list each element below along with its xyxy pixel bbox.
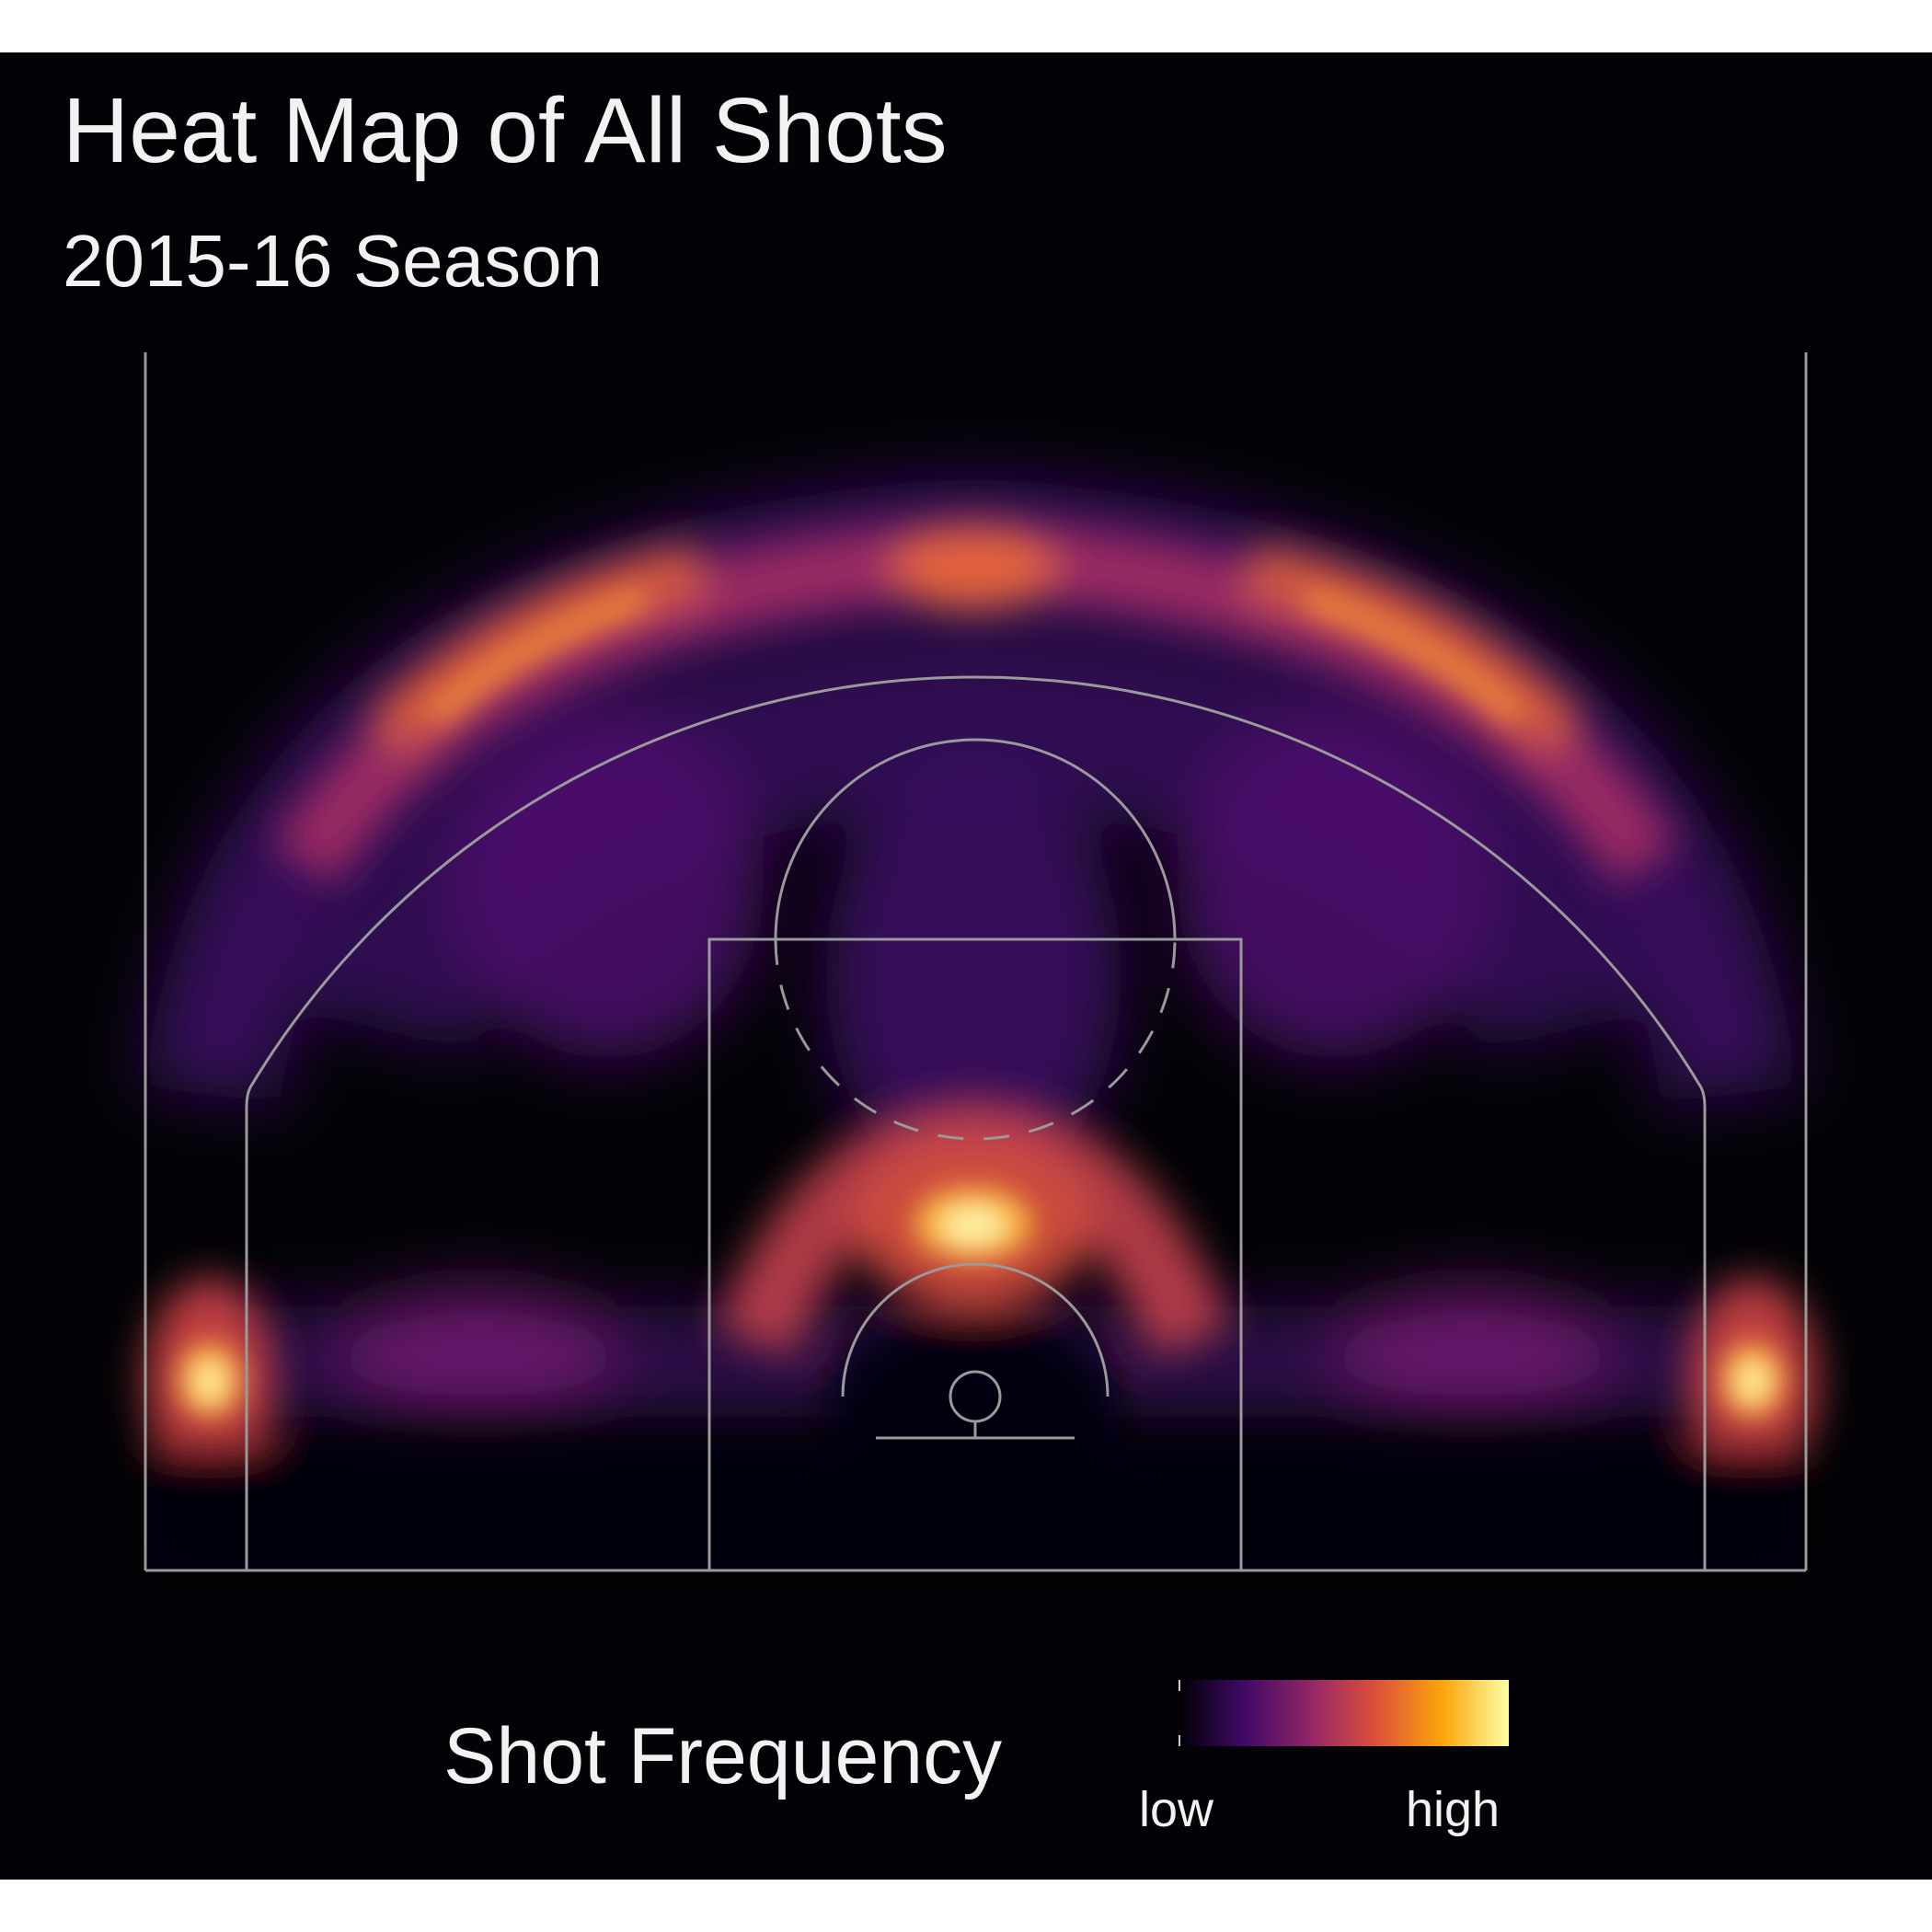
three-point-arc: [245, 675, 1707, 1108]
heat-rim-center: [942, 1207, 1005, 1244]
heat-corner-right-center: [1738, 1363, 1767, 1400]
restricted-area-arc: [841, 1262, 1110, 1397]
heat-paint-column: [826, 754, 1121, 1196]
chart-subtitle: 2015-16 Season: [63, 220, 604, 302]
chart-title: Heat Map of All Shots: [63, 79, 948, 182]
legend-high-label: high: [1406, 1782, 1501, 1837]
rim: [949, 1370, 1002, 1423]
free-throw-circle-top: [774, 738, 1177, 940]
heat-right-baseline-blob: [1334, 1288, 1610, 1417]
court-lines: [144, 352, 1808, 1572]
heat-top-key-hot: [891, 527, 1056, 610]
heat-behind-baseline-void: [147, 1444, 1803, 1573]
heat-hot-layer: [178, 586, 1784, 1417]
heat-left-wing-core: [424, 586, 649, 727]
free-throw-circle-bottom: [774, 938, 1177, 1141]
heat-right-wing-core: [1302, 586, 1526, 727]
heat-left-mid-blob: [451, 708, 764, 1058]
heat-right-mid-blob: [1178, 708, 1490, 1058]
legend-colorbar: [1179, 1680, 1509, 1746]
heat-corner-left-center: [195, 1363, 224, 1400]
paint-lane: [707, 937, 1243, 1572]
legend-title: Shot Frequency: [443, 1712, 1003, 1800]
heat-three-band-left-hot: [366, 543, 705, 756]
heat-three-band-right-hot: [1246, 543, 1584, 756]
heat-left-baseline-blob: [340, 1288, 616, 1417]
legend-low-label: low: [1139, 1782, 1214, 1837]
